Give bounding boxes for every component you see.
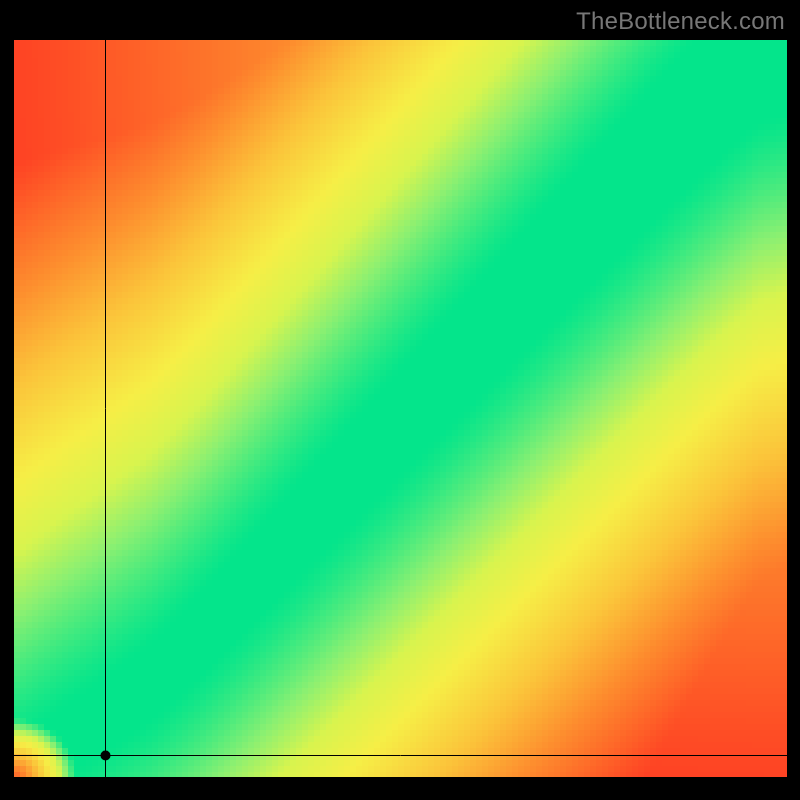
watermark-text: TheBottleneck.com (576, 8, 785, 36)
heatmap-canvas (14, 40, 787, 777)
chart-container: TheBottleneck.com (0, 0, 800, 800)
